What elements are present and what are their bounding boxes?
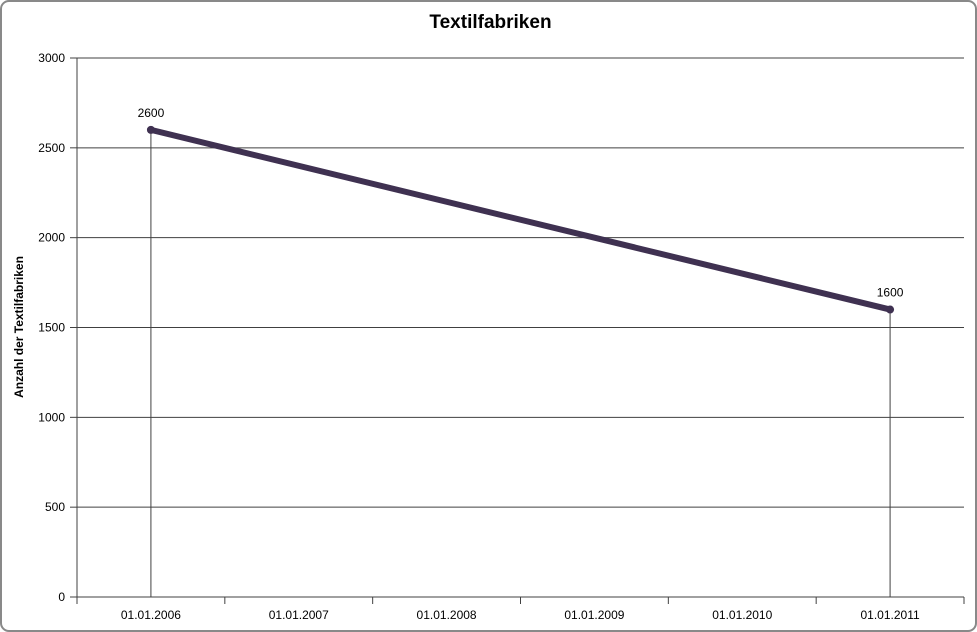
x-tick-label: 01.01.2011 xyxy=(860,608,919,622)
x-tick-label: 01.01.2006 xyxy=(121,608,181,622)
y-tick-label: 1500 xyxy=(38,321,65,335)
y-tick-label: 2000 xyxy=(38,231,65,245)
chart-title: Textilfabriken xyxy=(429,12,552,33)
series-line xyxy=(147,126,894,313)
y-tick-label: 500 xyxy=(45,500,65,514)
y-tick-label: 0 xyxy=(58,590,65,604)
data-point-label: 2600 xyxy=(138,106,165,120)
x-tick-label: 01.01.2009 xyxy=(564,608,624,622)
x-tick-label: 01.01.2007 xyxy=(269,608,329,622)
x-tick-label: 01.01.2008 xyxy=(417,608,477,622)
data-point-marker xyxy=(886,305,895,314)
y-tick-label: 2500 xyxy=(38,141,65,155)
y-tick-label: 3000 xyxy=(38,51,65,65)
y-tick-label: 1000 xyxy=(38,410,65,424)
x-tick-label: 01.01.2010 xyxy=(712,608,772,622)
data-point-label: 1600 xyxy=(877,286,904,300)
data-point-marker xyxy=(146,125,155,134)
